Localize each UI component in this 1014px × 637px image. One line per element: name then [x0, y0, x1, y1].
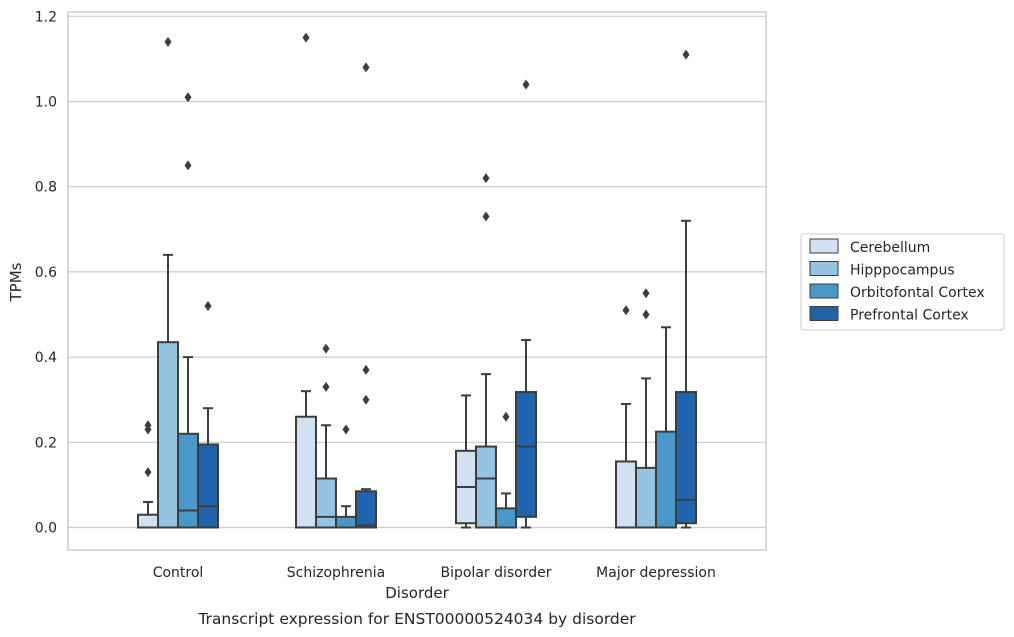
box-prefrontal-cortex [197, 300, 219, 529]
box-prefrontal-cortex [675, 49, 697, 529]
box-body [615, 460, 637, 529]
legend-swatch [809, 283, 839, 299]
y-axis-ticks: 0.0 0.2 0.4 0.6 0.8 1.0 1.2 [35, 9, 57, 536]
box-body [655, 430, 677, 529]
y-tick-label: 1.0 [35, 95, 57, 111]
plot-boxes [137, 32, 697, 529]
legend-label: Hipppocampus [850, 263, 955, 279]
box-body [495, 507, 517, 529]
outlier-point [164, 36, 172, 47]
box-hipppocampus [157, 36, 179, 529]
box-body [137, 513, 159, 529]
legend-swatch [809, 306, 839, 321]
legend: Cerebellum Hipppocampus Orbitofontal Corte… [800, 233, 1005, 331]
box-body [157, 341, 179, 529]
legend-label: Cerebellum [850, 240, 930, 256]
legend-swatch [809, 238, 839, 254]
box-orbitofontal-cortex [655, 326, 677, 529]
box-prefrontal-cortex [355, 62, 377, 529]
plot-frame [67, 11, 767, 551]
y-axis-title: TPMs [7, 262, 25, 302]
box-body [177, 432, 199, 529]
outlier-point [184, 92, 192, 103]
legend-label: Prefrontal Cortex [850, 308, 969, 324]
y-tick-label: 0.8 [35, 180, 57, 196]
box-cerebellum [295, 32, 317, 529]
outlier-point [642, 288, 650, 299]
box-hipppocampus [315, 343, 337, 529]
box-body [335, 515, 357, 529]
outlier-point [622, 305, 630, 316]
x-axis-title: Disorder [385, 584, 449, 602]
box-body [315, 477, 337, 529]
box-prefrontal-cortex [515, 79, 537, 529]
legend-frame [800, 233, 1005, 331]
outlier-point [184, 160, 192, 171]
x-tick-label: Major depression [596, 565, 716, 581]
box-body [675, 391, 697, 525]
outlier-point [482, 173, 490, 184]
box-cerebellum [455, 394, 477, 529]
box-body [295, 415, 317, 529]
x-tick-label: Control [153, 565, 204, 581]
outlier-point [302, 32, 310, 43]
outlier-point [362, 364, 370, 375]
y-tick-label: 0.2 [35, 435, 57, 451]
y-tick-label: 0.4 [35, 350, 57, 366]
legend-label: Orbitofontal Cortex [850, 285, 985, 301]
box-body [197, 443, 219, 529]
box-body [355, 490, 377, 529]
box-body [635, 466, 657, 529]
x-tick-label: Bipolar disorder [440, 565, 551, 581]
box-body [515, 391, 537, 518]
outlier-point [482, 211, 490, 222]
box-body [475, 445, 497, 529]
outlier-point [362, 62, 370, 73]
box-hipppocampus [635, 288, 657, 529]
box-cerebellum [137, 420, 159, 529]
box-orbitofontal-cortex [177, 92, 199, 529]
y-tick-label: 0.6 [35, 265, 57, 281]
outlier-point [322, 343, 330, 354]
outlier-point [144, 420, 152, 431]
x-tick-label: Schizophrenia [287, 565, 385, 581]
outlier-point [502, 411, 510, 422]
outlier-point [682, 49, 690, 60]
box-hipppocampus [475, 173, 497, 529]
outlier-point [322, 381, 330, 392]
outlier-point [342, 424, 350, 435]
x-axis-ticks: Control Schizophrenia Bipolar disorder Majo… [153, 565, 716, 581]
outlier-point [204, 300, 212, 311]
box-orbitofontal-cortex [495, 411, 517, 529]
y-tick-label: 1.2 [35, 9, 57, 25]
outlier-point [144, 467, 152, 478]
outlier-point [522, 79, 530, 90]
legend-swatch [809, 261, 839, 276]
box-orbitofontal-cortex [335, 424, 357, 529]
outlier-point [362, 394, 370, 405]
box-cerebellum [615, 305, 637, 529]
y-tick-label: 0.0 [35, 521, 57, 537]
outlier-point [642, 309, 650, 320]
figure-caption: Transcript expression for ENST0000052403… [197, 610, 636, 628]
